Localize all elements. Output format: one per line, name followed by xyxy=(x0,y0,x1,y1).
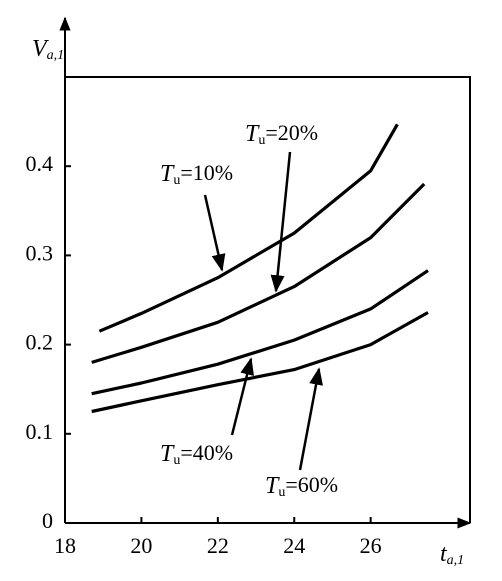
curve xyxy=(91,182,426,364)
annotation-arrow xyxy=(203,194,226,272)
x-tick-label: 24 xyxy=(283,533,305,558)
annotation-label: Tu=20% xyxy=(245,120,318,148)
y-tick-label: 0.2 xyxy=(26,330,54,355)
label-symbol: T xyxy=(160,441,175,467)
label-text: =60% xyxy=(285,472,338,497)
label-subscript: u xyxy=(278,485,285,500)
x-tick-label: 20 xyxy=(130,533,152,558)
label-text: =40% xyxy=(180,440,233,465)
label-subscript: u xyxy=(258,133,265,148)
annotation-label: Tu=60% xyxy=(265,472,338,500)
x-tick-label: 18 xyxy=(54,533,76,558)
label-subscript: u xyxy=(173,453,180,468)
label-symbol: T xyxy=(245,121,260,147)
label-symbol: T xyxy=(265,473,280,499)
x-tick-label: 26 xyxy=(360,533,382,558)
y-tick-label: 0 xyxy=(42,508,53,533)
y-tick-label: 0.4 xyxy=(26,151,54,176)
annotation-label: Tu=10% xyxy=(160,160,233,188)
label-subscript: u xyxy=(173,173,180,188)
plot-frame xyxy=(65,76,471,523)
annotation-arrow xyxy=(298,367,323,471)
annotation-arrow xyxy=(230,357,254,436)
annotation-arrow xyxy=(270,151,292,293)
y-tick-label: 0.1 xyxy=(26,419,54,444)
y-tick-label: 0.3 xyxy=(26,240,54,265)
label-text: =10% xyxy=(180,160,233,185)
curve xyxy=(98,123,399,333)
y-axis-label: Va,1 xyxy=(32,36,64,64)
label-text: =20% xyxy=(265,120,318,145)
x-axis-label: ta,1 xyxy=(440,541,464,569)
curve xyxy=(91,311,429,414)
annotation-label: Tu=40% xyxy=(160,440,233,468)
x-tick-label: 22 xyxy=(207,533,229,558)
curve xyxy=(91,269,429,396)
label-symbol: T xyxy=(160,161,175,187)
